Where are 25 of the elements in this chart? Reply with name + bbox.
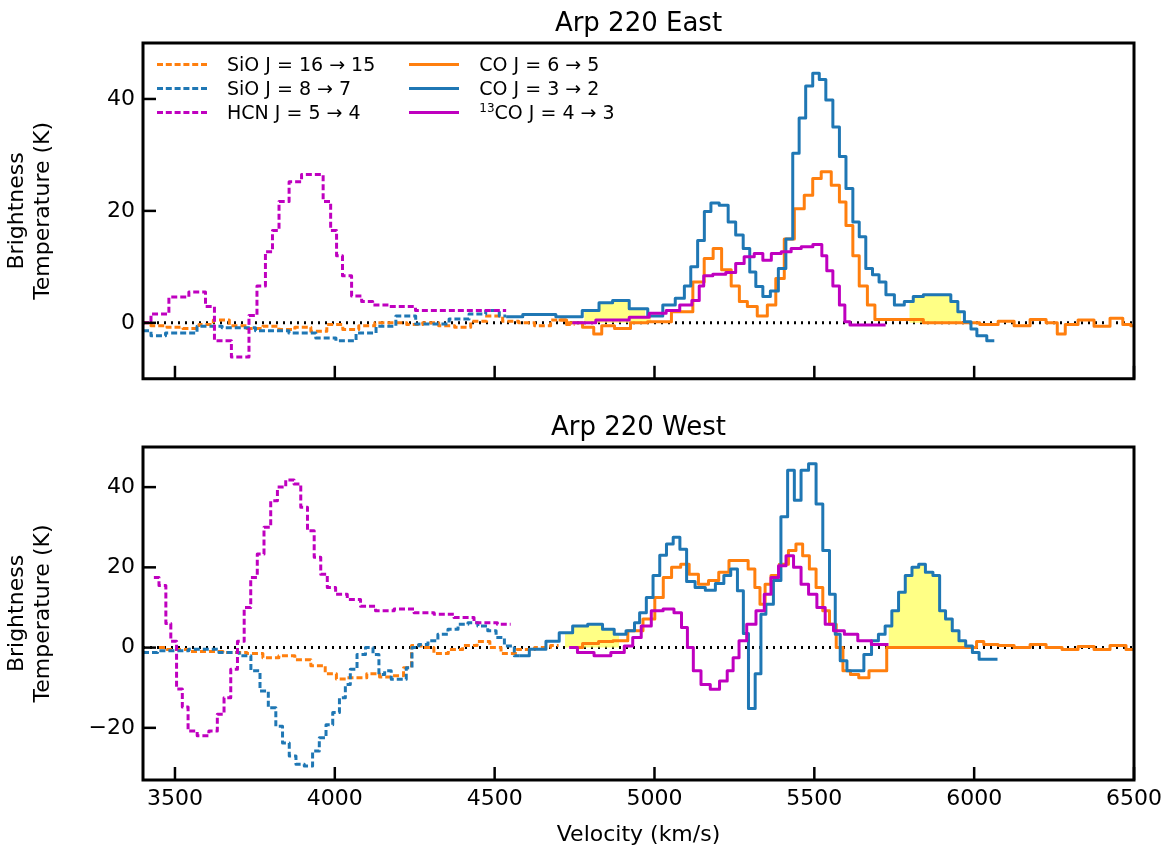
y-tick-label: 20 xyxy=(107,196,135,222)
chart-title: Arp 220 East xyxy=(554,6,723,37)
x-tick-label: 3500 xyxy=(146,784,203,810)
y-axis-title: Brightness Temperature (K) xyxy=(2,524,55,704)
y-tick-label: 20 xyxy=(107,553,135,579)
legend-label: SiO J = 16 → 15 xyxy=(227,53,376,75)
y-tick-label: 0 xyxy=(121,308,135,334)
y-axis-title: Brightness Temperature (K) xyxy=(2,121,55,301)
y-tick-label: 40 xyxy=(107,84,135,110)
x-tick-label: 6000 xyxy=(946,784,1003,810)
text: CO J = 3 → 2 xyxy=(479,77,600,99)
legend-label: SiO J = 8 → 7 xyxy=(227,77,352,99)
x-axis-title: Velocity (km/s) xyxy=(556,820,721,846)
x-tick-label: 6500 xyxy=(1106,784,1162,810)
y-tick-label: 0 xyxy=(121,633,135,659)
y-tick-label: −20 xyxy=(88,713,135,739)
x-tick-label: 5000 xyxy=(626,784,683,810)
y-tick-label: 40 xyxy=(107,472,135,498)
legend-label: HCN J = 5 → 4 xyxy=(227,101,361,124)
x-tick-label: 4000 xyxy=(306,784,363,810)
chart-title: Arp 220 West xyxy=(550,410,727,441)
x-tick-label: 4500 xyxy=(466,784,523,810)
legend-label: $^{13}$CO J = 4 → 3 xyxy=(479,101,615,124)
legend-label: CO J = 6 → 5 xyxy=(479,53,600,75)
x-tick-label: 5500 xyxy=(786,784,843,810)
